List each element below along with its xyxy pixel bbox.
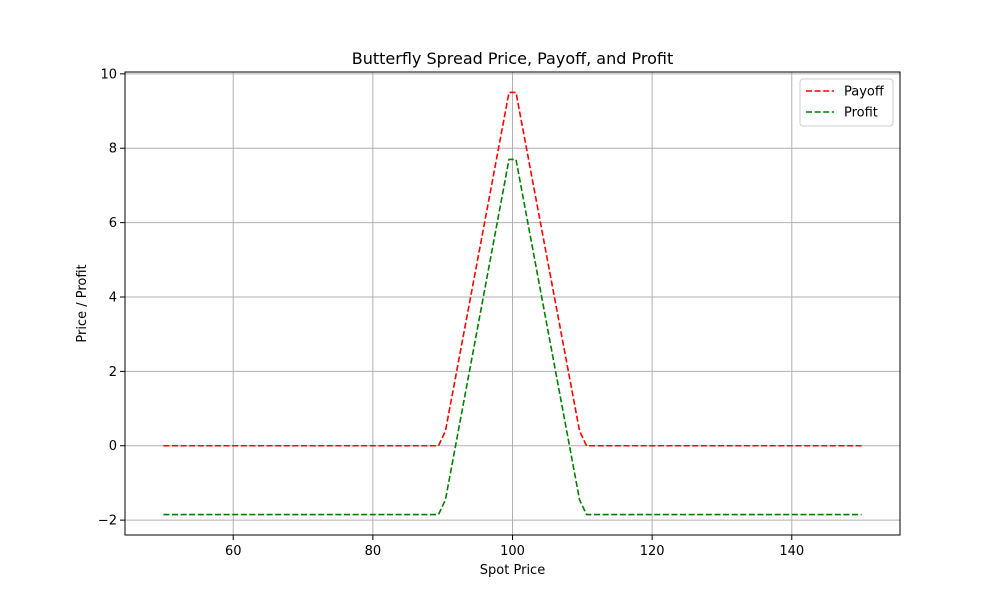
x-tick-label: 140 (779, 544, 804, 559)
legend-label-payoff: Payoff (844, 85, 885, 100)
y-tick-label: 6 (109, 216, 117, 231)
chart-title: Butterfly Spread Price, Payoff, and Prof… (352, 49, 673, 68)
x-axis-title: Spot Price (480, 563, 545, 578)
series-line-payoff (163, 91, 862, 447)
legend: Payoff Profit (799, 78, 894, 127)
y-tick-label: 0 (109, 439, 117, 454)
y-tick-label: 10 (100, 67, 117, 82)
y-tick-label: −2 (98, 514, 117, 529)
x-tick-label: 120 (640, 544, 665, 559)
y-tick-label: 8 (109, 142, 117, 157)
y-tick-label: 2 (109, 365, 117, 380)
axis-ticks: 60 80 100 120 140 −2 0 2 4 6 8 10 (98, 67, 804, 559)
x-tick-label: 80 (365, 544, 382, 559)
x-tick-label: 60 (225, 544, 242, 559)
y-tick-label: 4 (109, 290, 117, 305)
legend-label-profit: Profit (844, 106, 878, 121)
series-lines (163, 91, 862, 516)
x-tick-label: 100 (500, 544, 525, 559)
y-axis-title: Price / Profit (75, 264, 90, 342)
series-line-profit (163, 158, 862, 516)
